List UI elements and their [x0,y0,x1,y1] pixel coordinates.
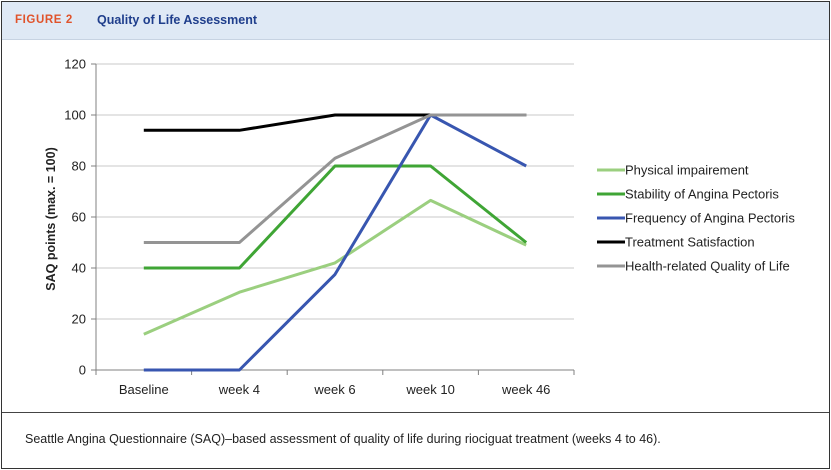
gridlines [96,63,574,320]
axes: 0 20 40 60 80 100 120 Baseline week 4 week 6 week … [64,57,575,397]
figure-label: FIGURE 2 [15,14,73,26]
y-axis-label: SAQ points (max. = 100) [44,147,58,290]
x-tick-label: Baseline [119,382,169,397]
series-line-5 [143,113,527,244]
y-tick-label: 40 [72,261,86,276]
series-line-4 [143,113,527,132]
legend-label: Treatment Satisfaction [625,235,755,250]
figure-header: FIGURE 2 Quality of Life Assessment [2,2,829,40]
legend-label: Physical impairement [625,163,749,178]
legend-label: Frequency of Angina Pectoris [625,211,795,226]
series-lines [143,113,528,372]
legend-label: Stability of Angina Pectoris [625,187,779,202]
figure-title: Quality of Life Assessment [97,13,257,27]
x-tick-label: week 10 [405,382,454,397]
x-tick-label: week 4 [218,382,260,397]
y-tick-label: 120 [64,57,86,72]
caption-divider [2,412,829,413]
x-tick-label: week 46 [501,382,550,397]
y-tick-label: 80 [72,159,86,174]
x-tick-label: week 6 [313,382,355,397]
y-tick-label: 100 [64,108,86,123]
series-line-3 [143,113,527,372]
legend: Physical impairement Stability of Angina … [597,163,795,274]
series-line-1 [143,198,527,336]
y-tick-label: 60 [72,210,86,225]
y-tick-label: 20 [72,312,86,327]
series-line-2 [143,164,528,270]
y-tick-label: 0 [79,363,86,378]
legend-label: Health-related Quality of Life [625,259,790,274]
figure-caption: Seattle Angina Questionnaire (SAQ)–based… [25,432,661,446]
line-chart: 0 20 40 60 80 100 120 Baseline week 4 week 6 week … [44,57,795,398]
